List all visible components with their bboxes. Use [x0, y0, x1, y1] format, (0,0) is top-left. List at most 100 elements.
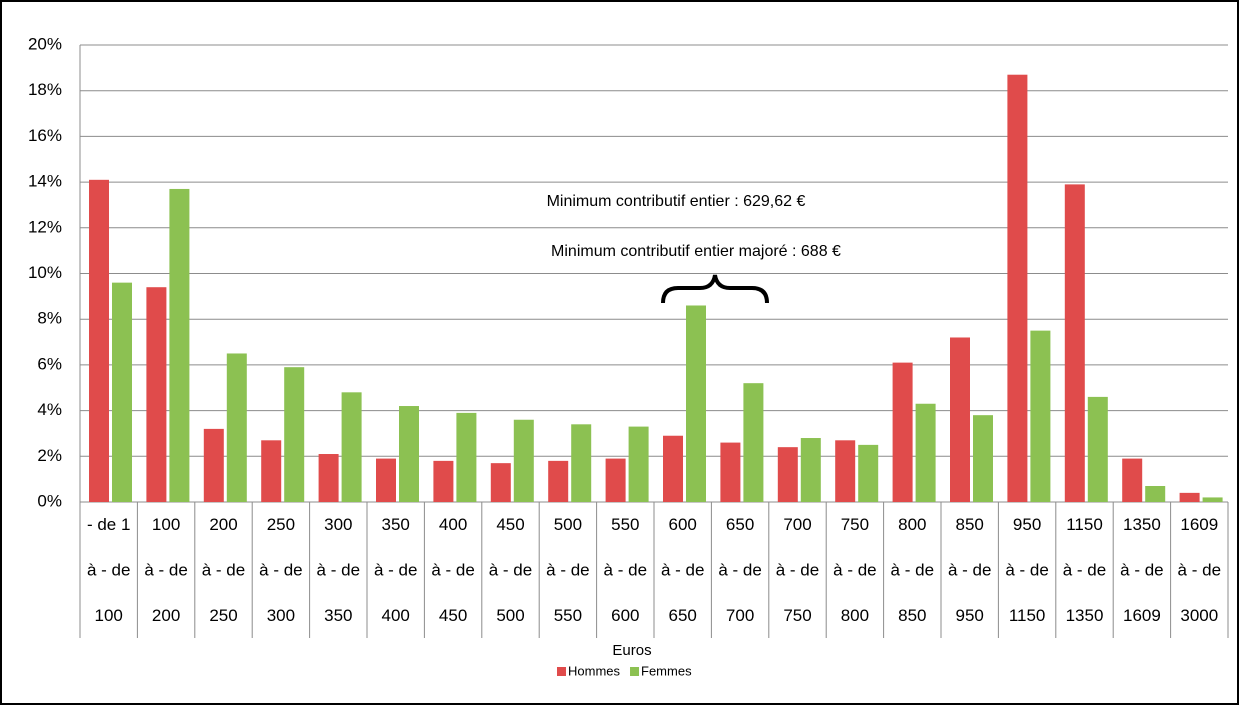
bar [915, 403, 936, 502]
bar [628, 426, 649, 502]
y-tick-label: 20% [28, 34, 62, 53]
bar [490, 463, 511, 502]
x-tick-label: à - de [431, 560, 474, 579]
bar [1064, 184, 1085, 502]
x-tick-label: 100 [95, 606, 123, 625]
x-tick-label: 550 [611, 515, 639, 534]
x-tick-label: à - de [718, 560, 761, 579]
bar [1145, 486, 1166, 502]
y-tick-label: 14% [28, 172, 62, 191]
x-tick-label: 1150 [1009, 606, 1046, 625]
x-tick-label: 450 [496, 515, 524, 534]
x-tick-label: à - de [833, 560, 876, 579]
y-tick-label: 6% [37, 354, 62, 373]
x-tick-label: 650 [669, 606, 697, 625]
x-tick-label: 550 [554, 606, 582, 625]
bar [341, 392, 362, 502]
x-tick-label: 300 [324, 515, 352, 534]
x-tick-label: 850 [898, 606, 926, 625]
bar [112, 282, 132, 502]
x-tick-label: à - de [1178, 560, 1221, 579]
x-tick-label: 950 [1013, 515, 1041, 534]
x-tick-label: 1350 [1066, 606, 1104, 625]
y-tick-label: 8% [37, 309, 62, 328]
bar [1007, 74, 1028, 502]
bar [203, 428, 224, 502]
x-tick-label: - de 1 [87, 515, 130, 534]
y-tick-label: 12% [28, 217, 62, 236]
x-tick-label: 700 [783, 515, 811, 534]
x-tick-label: à - de [259, 560, 302, 579]
bar [800, 438, 821, 502]
annotation: Minimum contributif entier majoré : 688 … [551, 243, 841, 260]
x-tick-label: 200 [152, 606, 180, 625]
x-tick-label: 1150 [1066, 515, 1103, 534]
x-tick-label: 400 [382, 606, 410, 625]
bar [663, 435, 683, 502]
x-tick-label: 350 [382, 515, 410, 534]
x-tick-label: 1350 [1123, 515, 1161, 534]
bar [261, 440, 282, 502]
x-tick-label: 1609 [1180, 515, 1218, 534]
bar [720, 442, 741, 502]
x-tick-label: 650 [726, 515, 754, 534]
bar [513, 419, 534, 502]
bar [1202, 497, 1223, 502]
x-tick-label: à - de [489, 560, 532, 579]
y-tick-label: 4% [37, 400, 62, 419]
x-tick-label: 200 [209, 515, 237, 534]
x-tick-label: 950 [956, 606, 984, 625]
x-tick-label: 750 [841, 515, 869, 534]
bar [226, 353, 247, 502]
x-tick-label: 800 [841, 606, 869, 625]
x-tick-label: à - de [661, 560, 704, 579]
legend-label: Femmes [641, 663, 692, 678]
x-axis-title: Euros [612, 642, 651, 659]
y-tick-label: 16% [28, 126, 62, 145]
y-tick-label: 18% [28, 80, 62, 99]
x-tick-label: 100 [152, 515, 180, 534]
x-tick-label: 400 [439, 515, 467, 534]
x-tick-label: à - de [891, 560, 934, 579]
x-tick-label: 600 [669, 515, 697, 534]
bar [605, 458, 626, 502]
x-tick-label: 3000 [1180, 606, 1218, 625]
bar [892, 362, 913, 502]
legend-swatch [557, 667, 566, 676]
x-tick-label: 750 [783, 606, 811, 625]
x-tick-label: à - de [948, 560, 991, 579]
x-tick-label: 500 [554, 515, 582, 534]
y-tick-label: 2% [37, 446, 62, 465]
x-tick-label: à - de [317, 560, 360, 579]
bar [284, 367, 305, 502]
x-tick-label: 250 [267, 515, 295, 534]
x-tick-label: à - de [1063, 560, 1106, 579]
bar [433, 460, 454, 502]
legend-label: Hommes [568, 663, 621, 678]
x-tick-label: à - de [87, 560, 130, 579]
x-tick-label: à - de [776, 560, 819, 579]
bar [1030, 330, 1051, 502]
x-tick-label: à - de [1120, 560, 1163, 579]
bar [858, 444, 879, 502]
x-tick-label: à - de [1005, 560, 1048, 579]
x-tick-label: à - de [374, 560, 417, 579]
bar [399, 406, 419, 502]
annotation: Minimum contributif entier : 629,62 € [547, 193, 806, 210]
x-tick-label: 850 [956, 515, 984, 534]
bar [318, 454, 339, 502]
bar [743, 383, 764, 502]
bar [376, 458, 396, 502]
x-tick-label: à - de [604, 560, 647, 579]
bar [1179, 492, 1200, 502]
x-tick-label: à - de [546, 560, 589, 579]
x-tick-label: 250 [209, 606, 237, 625]
x-tick-label: 300 [267, 606, 295, 625]
x-tick-label: 350 [324, 606, 352, 625]
y-tick-label: 0% [37, 491, 62, 510]
bar [1122, 458, 1143, 502]
brace [661, 274, 769, 304]
x-tick-label: 600 [611, 606, 639, 625]
x-tick-label: 450 [439, 606, 467, 625]
